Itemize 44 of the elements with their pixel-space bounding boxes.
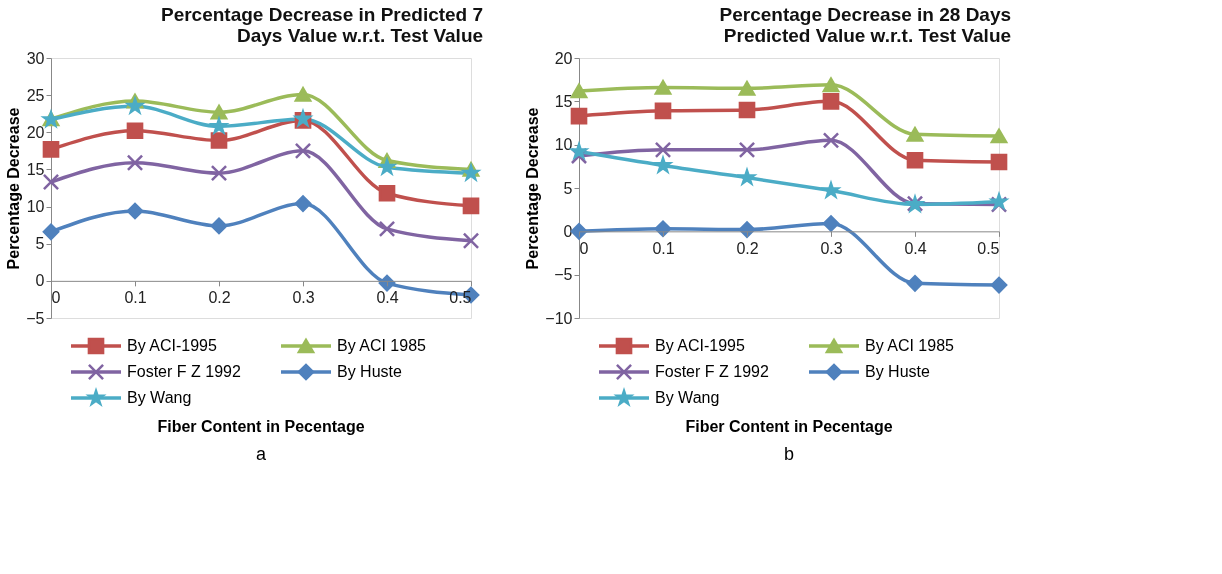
y-tick-label: −5 — [554, 266, 573, 284]
x-axis-title: Fiber Content in Pecentage — [685, 418, 893, 435]
y-tick-label: 0 — [35, 272, 45, 290]
legend-label: By Huste — [865, 363, 931, 380]
y-tick-label: 10 — [554, 136, 573, 154]
y-tick-label: 5 — [35, 235, 45, 253]
x-tick-label: 0.2 — [208, 289, 231, 307]
y-tick-label: 30 — [26, 49, 45, 67]
y-tick-label: 5 — [563, 179, 573, 197]
x-tick-label: 0.2 — [736, 239, 759, 257]
chart-title: Percentage Decrease in Predicted 7 Days Value w.r.t. Test Value — [160, 4, 484, 46]
y-tick-label: 20 — [554, 49, 573, 67]
legend-label: Foster F Z 1992 — [655, 363, 769, 380]
x-tick-label: 0.3 — [820, 239, 843, 257]
y-tick-label: 15 — [554, 92, 573, 110]
y-tick-label: 10 — [26, 198, 45, 216]
y-axis-title: Percentage Decrease — [524, 107, 542, 270]
y-tick-label: 0 — [563, 222, 573, 240]
y-tick-label: 15 — [26, 160, 45, 178]
y-tick-label: −10 — [545, 309, 573, 327]
x-tick-label: 0.4 — [904, 239, 927, 257]
legend-label: By Huste — [337, 363, 403, 380]
text: a — [255, 444, 267, 464]
y-tick-label: 20 — [26, 123, 45, 141]
y-tick-label: −5 — [26, 309, 45, 327]
y-tick-label: 25 — [26, 86, 45, 104]
legend-label: By Wang — [127, 389, 192, 406]
text: b — [783, 444, 795, 464]
x-axis-title: Fiber Content in Pecentage — [157, 418, 365, 435]
x-tick-label: 0.1 — [124, 289, 147, 307]
x-tick-label: 0.1 — [652, 239, 675, 257]
x-tick-label: 0.5 — [977, 239, 1000, 257]
legend-label: Foster F Z 1992 — [127, 363, 241, 380]
x-tick-label: 0 — [51, 289, 61, 307]
legend-label: By ACI-1995 — [655, 337, 745, 354]
legend-label: By Wang — [655, 389, 720, 406]
legend-label: By ACI 1985 — [865, 337, 955, 354]
chart-title: Percentage Decrease in 28 Days Predicted Value w.r.t. Test Value — [719, 4, 1012, 46]
x-tick-label: 0 — [579, 239, 589, 257]
y-axis-title: Percentage Decrease — [5, 107, 23, 270]
x-tick-label: 0.4 — [376, 289, 399, 307]
x-tick-label: 0.3 — [292, 289, 315, 307]
legend-label: By ACI-1995 — [127, 337, 217, 354]
legend-label: By ACI 1985 — [337, 337, 427, 354]
